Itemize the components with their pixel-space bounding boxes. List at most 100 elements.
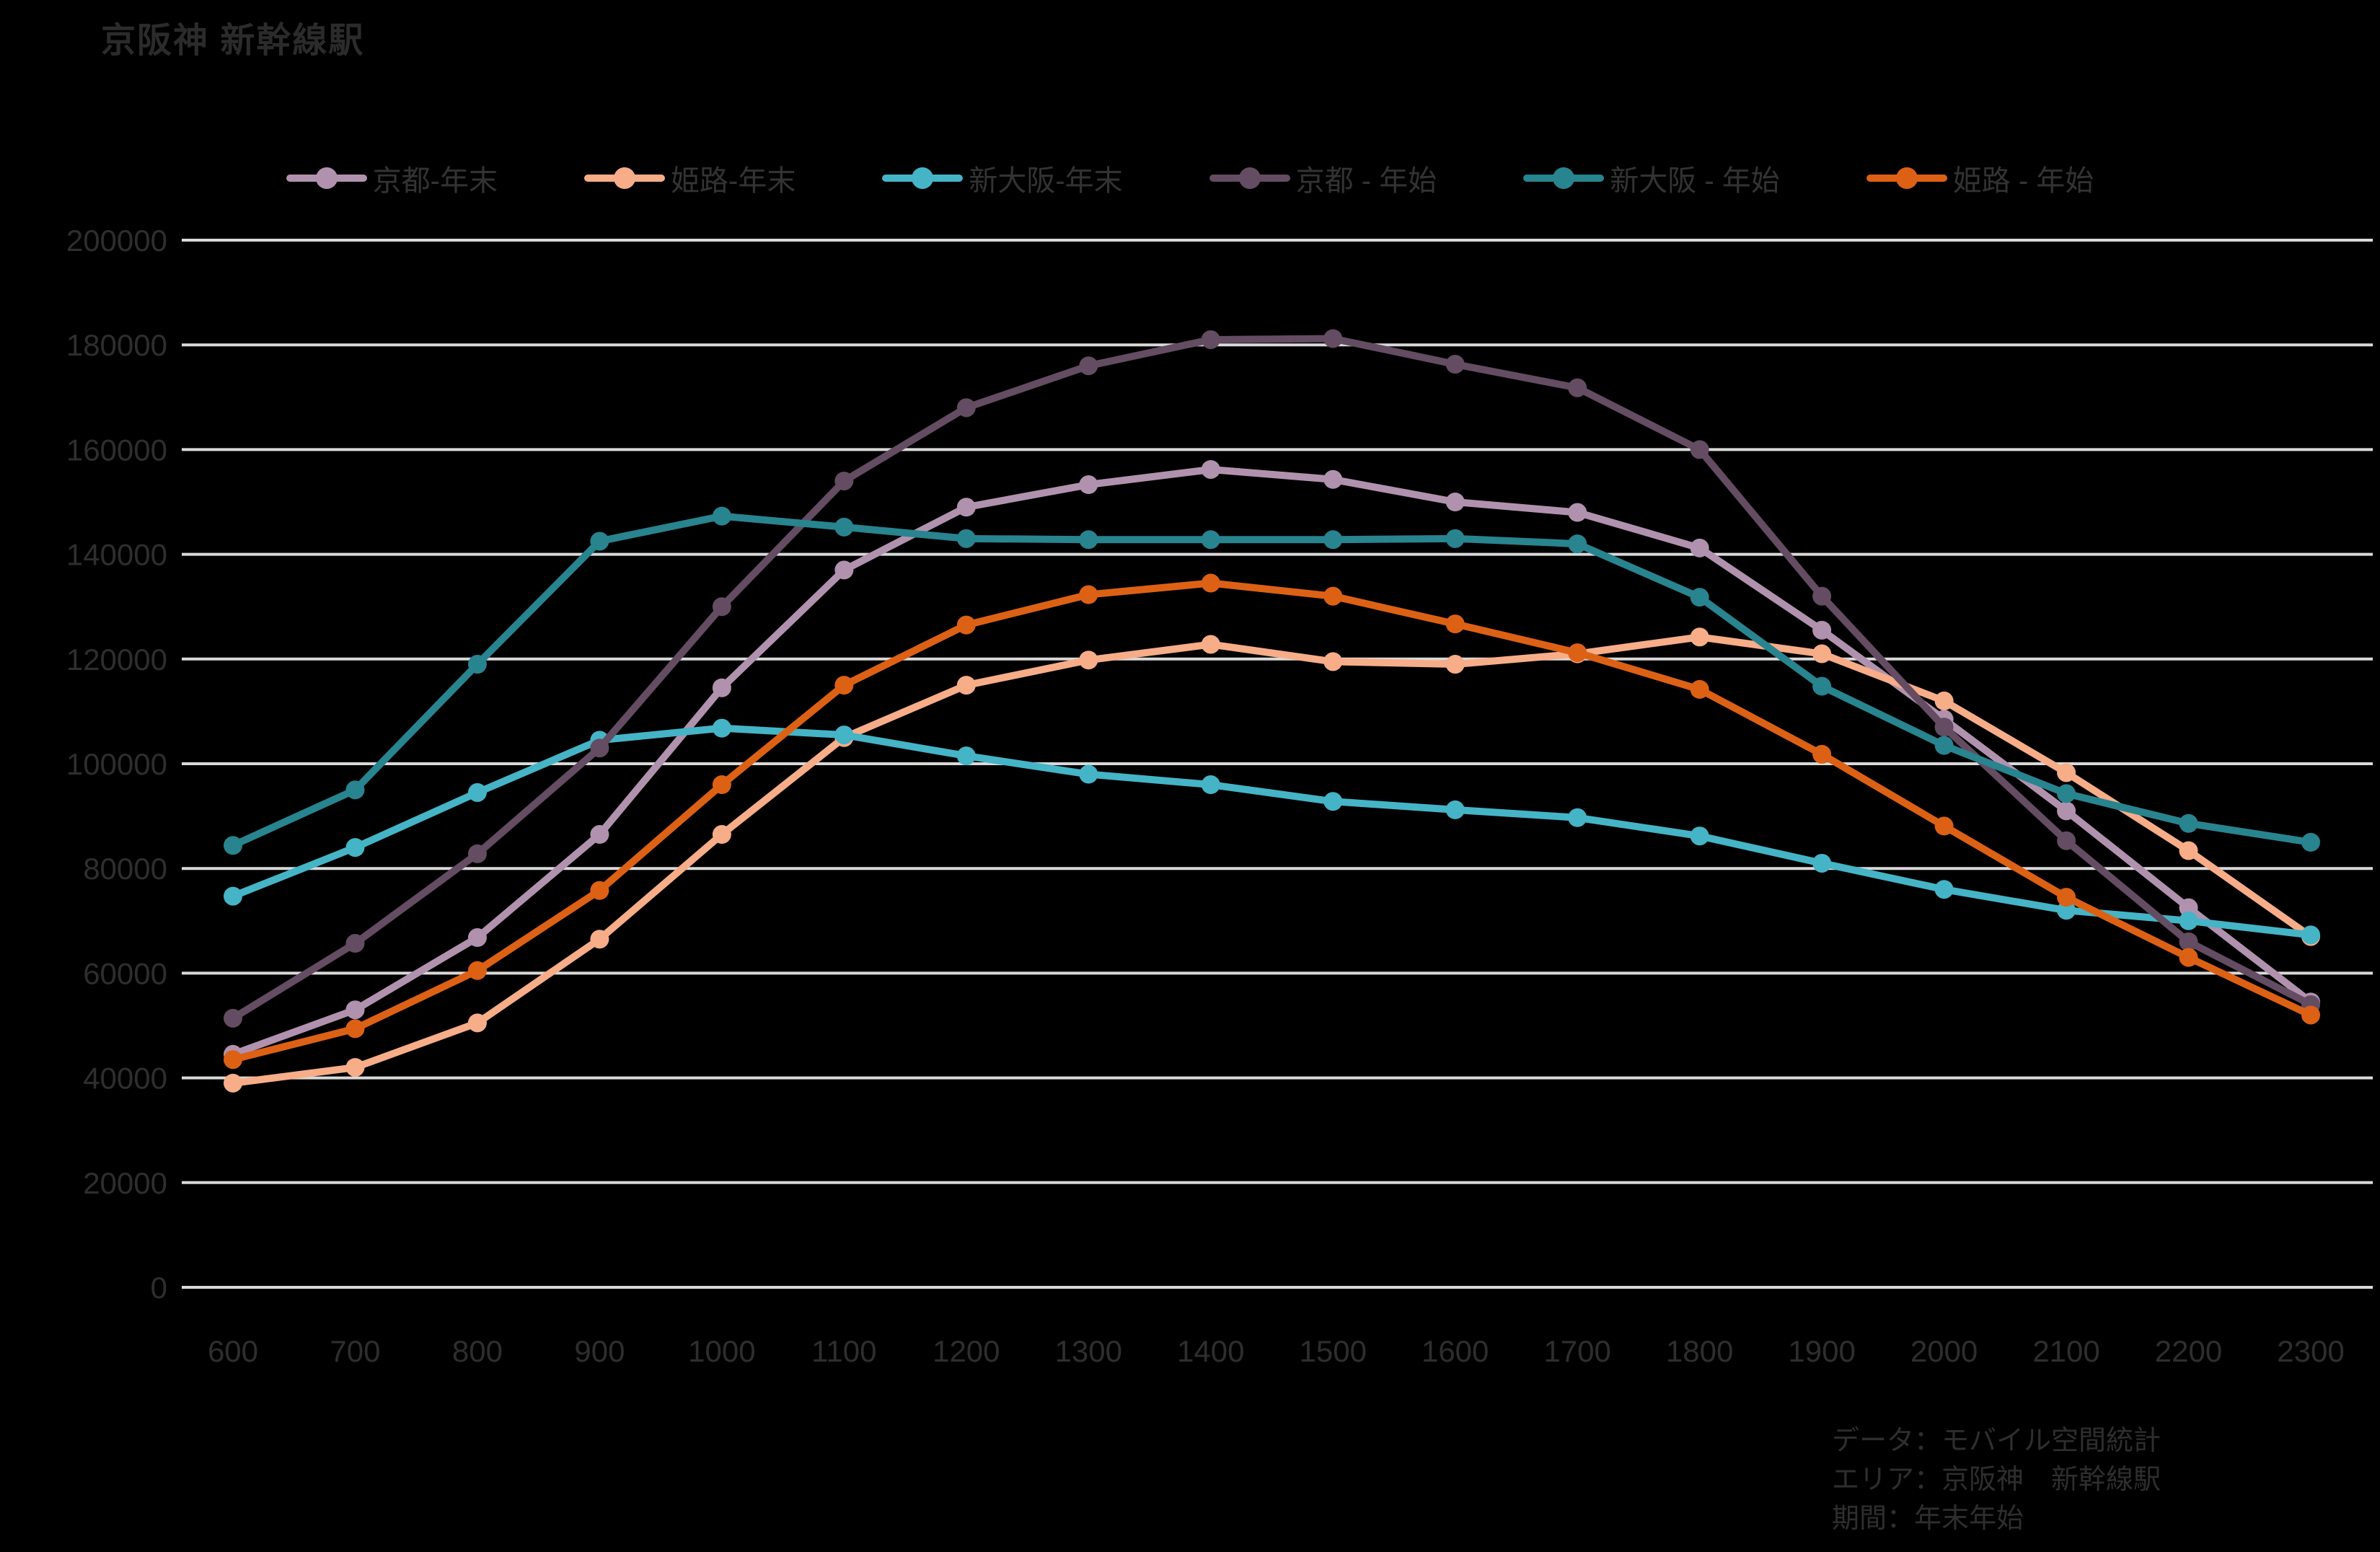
data-point-marker bbox=[2179, 841, 2198, 860]
data-point-marker bbox=[1690, 627, 1709, 647]
y-axis-tick-label: 200000 bbox=[66, 224, 167, 257]
legend-item: 新大阪-年末 bbox=[882, 157, 1123, 199]
data-point-marker bbox=[2301, 925, 2320, 945]
data-point-marker bbox=[224, 1050, 242, 1070]
data-point-marker bbox=[1079, 764, 1098, 784]
data-point-marker bbox=[467, 655, 487, 674]
data-point-marker bbox=[1323, 586, 1343, 606]
data-point-marker bbox=[224, 836, 242, 855]
data-point-marker bbox=[1445, 614, 1465, 634]
data-point-marker bbox=[1812, 620, 1832, 640]
legend-item: 姫路-年末 bbox=[584, 157, 795, 199]
data-point-marker bbox=[2057, 831, 2076, 850]
legend-item: 京都-年末 bbox=[286, 157, 498, 199]
data-point-marker bbox=[1812, 744, 1832, 764]
data-point-marker bbox=[1934, 718, 1954, 737]
data-point-marker bbox=[467, 961, 487, 980]
y-axis-tick-label: 80000 bbox=[83, 852, 167, 886]
data-point-marker bbox=[1079, 585, 1098, 604]
y-axis-tick-label: 20000 bbox=[83, 1166, 167, 1200]
y-axis-tick-label: 40000 bbox=[83, 1062, 167, 1095]
data-point-marker bbox=[712, 825, 731, 845]
data-point-marker bbox=[590, 738, 609, 758]
data-point-marker bbox=[2057, 801, 2076, 821]
data-point-marker bbox=[1201, 530, 1220, 550]
x-axis-tick-label: 1900 bbox=[1788, 1334, 1855, 1368]
data-point-marker bbox=[590, 881, 609, 900]
data-point-marker bbox=[1690, 588, 1709, 607]
data-point-marker bbox=[1323, 530, 1343, 550]
data-point-marker bbox=[2179, 814, 2198, 833]
data-point-marker bbox=[956, 498, 976, 517]
x-axis-tick-label: 2100 bbox=[2032, 1334, 2099, 1368]
y-axis-tick-label: 60000 bbox=[83, 956, 167, 990]
series-line bbox=[229, 579, 2314, 1064]
data-point-marker bbox=[1445, 800, 1465, 819]
x-axis-tick-label: 2300 bbox=[2277, 1334, 2344, 1368]
data-point-marker bbox=[1201, 635, 1220, 654]
data-point-marker bbox=[1934, 816, 1954, 836]
x-axis-tick-label: 1800 bbox=[1666, 1334, 1733, 1368]
y-axis-tick-label: 160000 bbox=[66, 433, 167, 467]
chart-title: 京阪神 新幹線駅 bbox=[101, 22, 365, 60]
data-point-marker bbox=[1323, 469, 1343, 489]
data-point-marker bbox=[590, 930, 609, 949]
data-point-marker bbox=[1079, 475, 1098, 495]
legend-item: 新大阪 - 年始 bbox=[1523, 157, 1780, 199]
data-point-marker bbox=[2057, 784, 2076, 803]
legend-item: 姫路 - 年始 bbox=[1866, 157, 2094, 199]
data-point-marker bbox=[1445, 529, 1465, 548]
legend-marker-icon bbox=[1523, 175, 1605, 182]
data-point-marker bbox=[1812, 586, 1832, 606]
data-point-marker bbox=[834, 471, 854, 490]
data-point-marker bbox=[1568, 534, 1587, 554]
x-axis-tick-label: 1200 bbox=[933, 1334, 1000, 1368]
y-axis-tick-label: 0 bbox=[151, 1271, 167, 1305]
legend-item-label: 姫路 - 年始 bbox=[1952, 165, 2094, 197]
legend-marker-icon bbox=[1209, 175, 1290, 182]
series-line bbox=[229, 724, 2314, 939]
legend-marker-icon bbox=[882, 175, 964, 182]
data-point-marker bbox=[1445, 493, 1465, 511]
data-point-marker bbox=[834, 560, 854, 580]
series-line bbox=[229, 633, 2314, 1087]
data-point-marker bbox=[1568, 643, 1587, 663]
data-point-marker bbox=[1690, 826, 1709, 846]
data-point-marker bbox=[1445, 355, 1465, 374]
x-axis-tick-label: 800 bbox=[452, 1334, 503, 1368]
data-point-marker bbox=[1323, 652, 1343, 671]
legend-item-label: 京都-年末 bbox=[372, 165, 498, 197]
y-axis-tick-label: 180000 bbox=[66, 328, 167, 362]
legend-marker-icon bbox=[286, 175, 367, 182]
data-point-marker bbox=[1690, 538, 1709, 557]
data-point-marker bbox=[956, 398, 976, 418]
data-point-marker bbox=[834, 726, 854, 745]
data-point-marker bbox=[712, 678, 731, 697]
data-point-marker bbox=[834, 517, 854, 537]
legend: 京都-年末 姫路-年末 新大阪-年末 京都 - 年始 新大阪 - 年始 姫路 - 年始 bbox=[0, 157, 2380, 199]
data-point-marker bbox=[2057, 901, 2076, 920]
data-point-marker bbox=[1323, 329, 1343, 348]
data-point-marker bbox=[712, 506, 731, 526]
data-point-marker bbox=[956, 676, 976, 695]
series-line bbox=[229, 465, 2314, 1058]
data-point-marker bbox=[2179, 898, 2198, 917]
data-point-marker bbox=[1323, 792, 1343, 811]
data-point-marker bbox=[956, 746, 976, 766]
data-point-marker bbox=[467, 1013, 487, 1033]
data-point-marker bbox=[1934, 736, 1954, 755]
data-point-marker bbox=[2179, 932, 2198, 951]
x-axis-tick-label: 1500 bbox=[1300, 1334, 1367, 1368]
x-axis-tick-label: 1300 bbox=[1055, 1334, 1122, 1368]
data-point-marker bbox=[1079, 356, 1098, 376]
data-point-marker bbox=[712, 718, 731, 738]
x-axis-tick-label: 1100 bbox=[811, 1334, 876, 1368]
data-point-marker bbox=[1079, 530, 1098, 550]
caption-line: データ：モバイル空間統計 bbox=[1832, 1426, 2161, 1456]
data-point-marker bbox=[345, 1058, 365, 1077]
data-point-marker bbox=[2301, 832, 2320, 852]
caption-line: エリア：京阪神 新幹線駅 bbox=[1832, 1464, 2161, 1495]
data-point-marker bbox=[345, 1019, 365, 1039]
legend-item-label: 新大阪-年末 bbox=[969, 165, 1123, 197]
